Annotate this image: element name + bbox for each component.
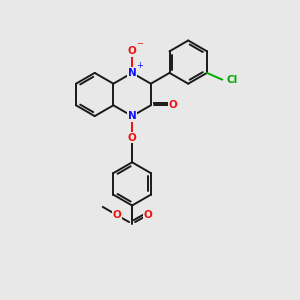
Text: −: −	[136, 39, 143, 48]
Text: Cl: Cl	[226, 75, 237, 85]
Text: O: O	[168, 100, 177, 110]
Text: +: +	[136, 61, 143, 70]
Text: N: N	[128, 68, 136, 78]
Text: O: O	[112, 210, 121, 220]
Text: O: O	[143, 210, 152, 220]
Text: N: N	[128, 111, 136, 121]
Text: O: O	[128, 133, 136, 143]
Text: O: O	[128, 46, 136, 56]
